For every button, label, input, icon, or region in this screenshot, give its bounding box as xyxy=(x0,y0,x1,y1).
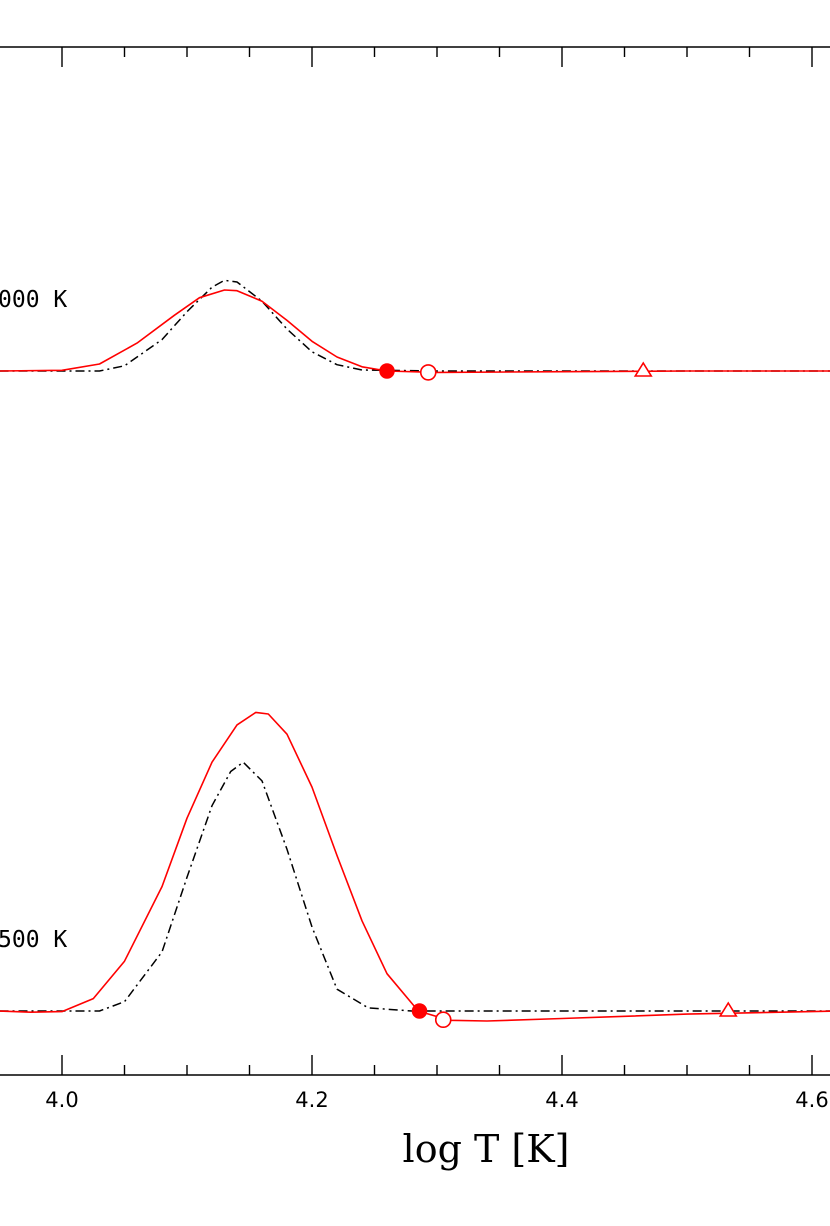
x-axis-ticks xyxy=(61,47,813,1075)
x-tick-label: 4.2 xyxy=(295,1088,328,1112)
series-black-dashdot-line xyxy=(0,761,830,1012)
marker-open-circle xyxy=(419,364,437,381)
x-tick-label: 4.6 xyxy=(795,1088,828,1112)
series-red-solid-line xyxy=(0,289,830,374)
marker-open-circle xyxy=(434,1011,452,1029)
x-tick-label: 4.0 xyxy=(45,1088,78,1112)
marker-filled-circle xyxy=(411,1003,428,1019)
series-black-dashdot-line xyxy=(0,279,830,372)
marker-open-triangle xyxy=(633,361,653,377)
panel-bottom-annotation: 500 K xyxy=(0,927,67,953)
marker-filled-circle xyxy=(379,363,395,379)
panel-bottom: 500 K xyxy=(0,711,830,1029)
marker-open-triangle xyxy=(718,1001,738,1017)
series-red-solid-line xyxy=(0,711,830,1022)
panel-top-annotation: 000 K xyxy=(0,287,67,313)
panel-top: 000 K xyxy=(0,279,830,381)
x-tick-label: 4.4 xyxy=(545,1088,578,1112)
x-axis-tick-labels: 4.0 4.2 4.4 4.6 xyxy=(45,1088,828,1112)
x-axis-label: log T [K] xyxy=(403,1127,570,1171)
